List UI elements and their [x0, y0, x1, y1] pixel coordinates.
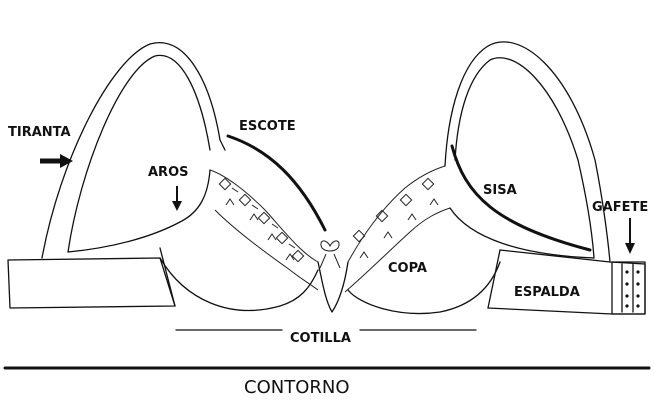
left-cup-inner-edge	[67, 169, 211, 253]
label-escote: ESCOTE	[239, 119, 296, 134]
left-side-seam	[159, 247, 176, 307]
label-contorno: CONTORNO	[244, 377, 350, 398]
sisa-line	[450, 144, 592, 252]
tiranta-arrow-icon	[40, 154, 73, 168]
center-bow	[319, 240, 341, 269]
hook-and-eye	[611, 261, 646, 315]
right-cup-inner-edge	[449, 207, 595, 259]
left-lace	[209, 169, 319, 291]
center-gore	[317, 261, 349, 313]
label-gafete: GAFETE	[592, 200, 648, 215]
left-back-band	[7, 257, 176, 309]
right-side-seam	[487, 249, 501, 309]
label-copa: COPA	[388, 261, 427, 276]
gafete-arrow-icon	[625, 218, 635, 254]
escote-line	[226, 134, 327, 232]
label-aros: AROS	[148, 165, 189, 180]
label-espalda: ESPALDA	[514, 285, 580, 300]
aros-arrow-icon	[172, 186, 182, 211]
label-cotilla: COTILLA	[290, 331, 351, 346]
right-strap-inner	[454, 57, 595, 259]
label-tiranta: TIRANTA	[8, 125, 71, 140]
label-sisa: SISA	[483, 183, 517, 198]
left-strap-inner	[67, 54, 211, 253]
right-strap	[444, 41, 611, 263]
left-strap	[41, 42, 226, 259]
left-cup-outline	[159, 257, 319, 312]
right-lace	[344, 165, 451, 293]
right-cup-outline	[347, 261, 501, 315]
